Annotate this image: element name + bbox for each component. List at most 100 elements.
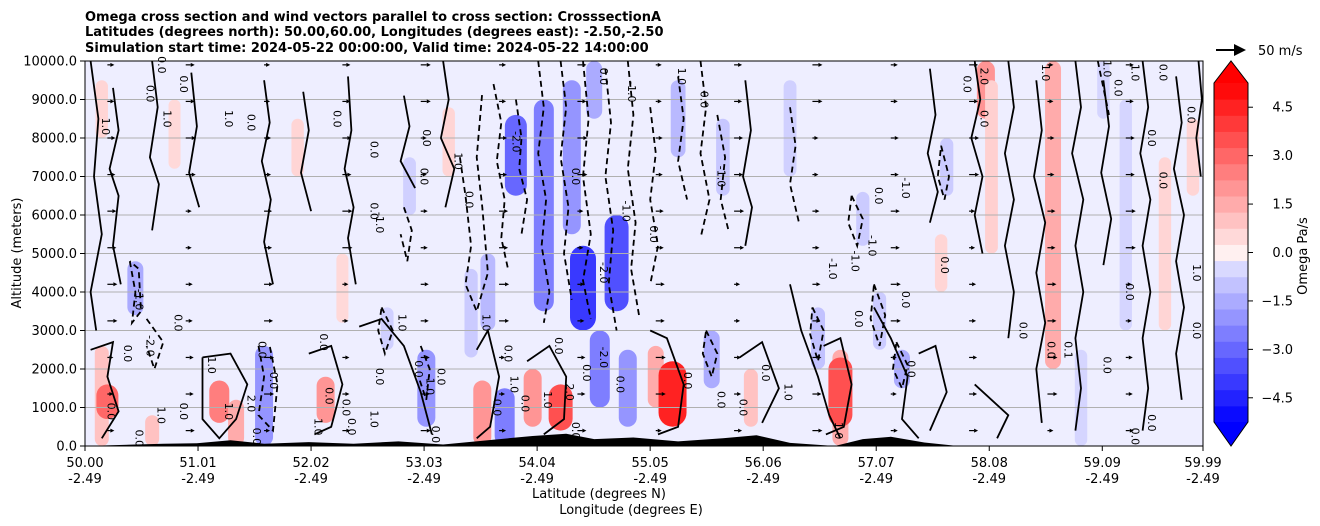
colorbar-tick-label-2: 1.5 xyxy=(1272,198,1293,213)
contour-label-21: 1.0 xyxy=(1039,64,1052,82)
wind-vector-25 xyxy=(264,318,274,323)
wind-vector-6 xyxy=(107,209,117,214)
wind-vector-38 xyxy=(342,245,353,250)
wind-vector-50 xyxy=(420,209,428,214)
contour-label-34: 1.0 xyxy=(832,422,845,440)
quiver-key: 50 m/s xyxy=(1216,44,1303,59)
contour-label-0: 1.0 xyxy=(99,118,112,135)
colorbar-segment-5 xyxy=(1214,325,1248,342)
wind-vector-46 xyxy=(420,355,430,360)
wind-vector-151 xyxy=(1125,136,1135,140)
contour-label-74: 0.0 xyxy=(367,202,380,220)
wind-vector-136 xyxy=(1047,282,1057,287)
contour-line-38 xyxy=(459,91,489,315)
wind-vector-101 xyxy=(812,355,822,360)
title-line-1: Omega cross section and wind vectors par… xyxy=(85,10,661,25)
colorbar-segment-4 xyxy=(1214,341,1248,358)
contour-label-65: 0.0 xyxy=(317,333,330,351)
contour-line-17 xyxy=(1172,76,1185,400)
wind-vector-85 xyxy=(655,136,663,140)
contour-line-12 xyxy=(1003,61,1015,339)
wind-vector-56 xyxy=(499,392,506,397)
x-tick-lat-label-4: 54.04 xyxy=(519,456,556,471)
contour-label-8: 0.0 xyxy=(367,141,380,159)
contour-label-24: -1.0 xyxy=(899,177,912,198)
omega-region-43 xyxy=(934,234,948,292)
contour-line-41 xyxy=(537,61,551,323)
colorbar-segment-8 xyxy=(1214,276,1248,294)
contour-label-19: 0.0 xyxy=(961,75,974,93)
wind-vector-45 xyxy=(420,392,430,397)
contour-label-64: 0.0 xyxy=(256,341,269,359)
contour-label-28: 0.0 xyxy=(938,256,951,274)
omega-region-7 xyxy=(228,399,245,446)
contour-line-0 xyxy=(89,61,103,331)
colorbar-segment-14 xyxy=(1214,179,1248,197)
contour-line-10 xyxy=(926,68,939,223)
contour-line-56 xyxy=(936,145,950,200)
contour-label-29: 0.0 xyxy=(899,291,912,309)
contour-label-58: 1.0 xyxy=(155,406,168,424)
contour-label-90: 0.0 xyxy=(552,337,565,355)
colorbar-segment-16 xyxy=(1214,147,1248,165)
contour-label-1: 0.0 xyxy=(144,85,157,103)
wind-vector-97 xyxy=(734,99,743,104)
wind-vector-71 xyxy=(577,245,584,250)
wind-vector-31 xyxy=(264,99,271,104)
colorbar-segment-19 xyxy=(1214,99,1248,116)
wind-vector-75 xyxy=(577,99,587,104)
wind-vector-60 xyxy=(499,245,509,250)
contour-label-47: 0.0 xyxy=(1156,64,1169,82)
colorbar-segment-0 xyxy=(1214,405,1248,423)
contour-line-27 xyxy=(918,344,948,431)
wind-vector-39 xyxy=(342,209,353,214)
wind-vector-126 xyxy=(969,245,976,250)
wind-vector-139 xyxy=(1047,172,1055,177)
wind-vector-118 xyxy=(890,136,899,140)
wind-vector-18 xyxy=(185,172,196,177)
contour-label-77: 0.0 xyxy=(435,368,448,386)
x-tick-lon-label-7: -2.49 xyxy=(859,472,893,487)
wind-vector-96 xyxy=(734,136,744,140)
contour-line-3 xyxy=(188,72,201,208)
contour-label-33: 1.0 xyxy=(781,383,794,401)
contour-line-21 xyxy=(308,344,344,436)
x-axis-label-lat: Latitude (degrees N) xyxy=(532,487,666,502)
wind-vector-28 xyxy=(264,209,273,214)
x-tick-lon-label-5: -2.49 xyxy=(633,472,667,487)
contour-label-95: 0.0 xyxy=(714,391,727,409)
contour-label-31: 0.0 xyxy=(905,360,918,378)
contour-label-81: 1.0 xyxy=(507,376,520,394)
wind-vector-152 xyxy=(1125,99,1134,104)
wind-vector-0 xyxy=(107,428,115,433)
colorbar-segment-17 xyxy=(1214,131,1248,149)
contour-line-24 xyxy=(649,329,685,436)
omega-region-41 xyxy=(872,292,887,350)
contour-line-9 xyxy=(742,80,753,246)
wind-vector-108 xyxy=(812,99,823,104)
wind-vector-43 xyxy=(342,62,351,67)
wind-vector-83 xyxy=(655,209,664,214)
x-tick-lon-label-3: -2.49 xyxy=(407,472,441,487)
wind-vector-35 xyxy=(342,355,350,360)
x-tick-lon-label-1: -2.49 xyxy=(181,472,215,487)
contour-label-46: 1.0 xyxy=(1128,64,1141,82)
y-tick-label-9: 9000.0 xyxy=(32,93,78,108)
wind-vector-117 xyxy=(890,172,899,177)
contour-line-11 xyxy=(970,61,984,254)
y-tick-label-6: 6000.0 xyxy=(32,209,78,224)
contour-label-53: 0.0 xyxy=(121,345,134,363)
omega-region-18 xyxy=(473,380,492,446)
contour-label-94: 0.0 xyxy=(681,372,694,390)
contour-label-18: -1.0 xyxy=(714,166,727,187)
omega-region-37 xyxy=(811,307,826,369)
contour-label-23: 0.0 xyxy=(872,187,885,205)
wind-vector-61 xyxy=(499,209,509,214)
contour-line-18 xyxy=(1195,61,1203,177)
contour-label-56: 0.0 xyxy=(104,403,117,421)
wind-vector-13 xyxy=(185,355,194,360)
wind-vector-122 xyxy=(969,392,978,397)
contour-line-19 xyxy=(90,340,120,439)
contour-label-57: 0.0 xyxy=(132,430,145,448)
